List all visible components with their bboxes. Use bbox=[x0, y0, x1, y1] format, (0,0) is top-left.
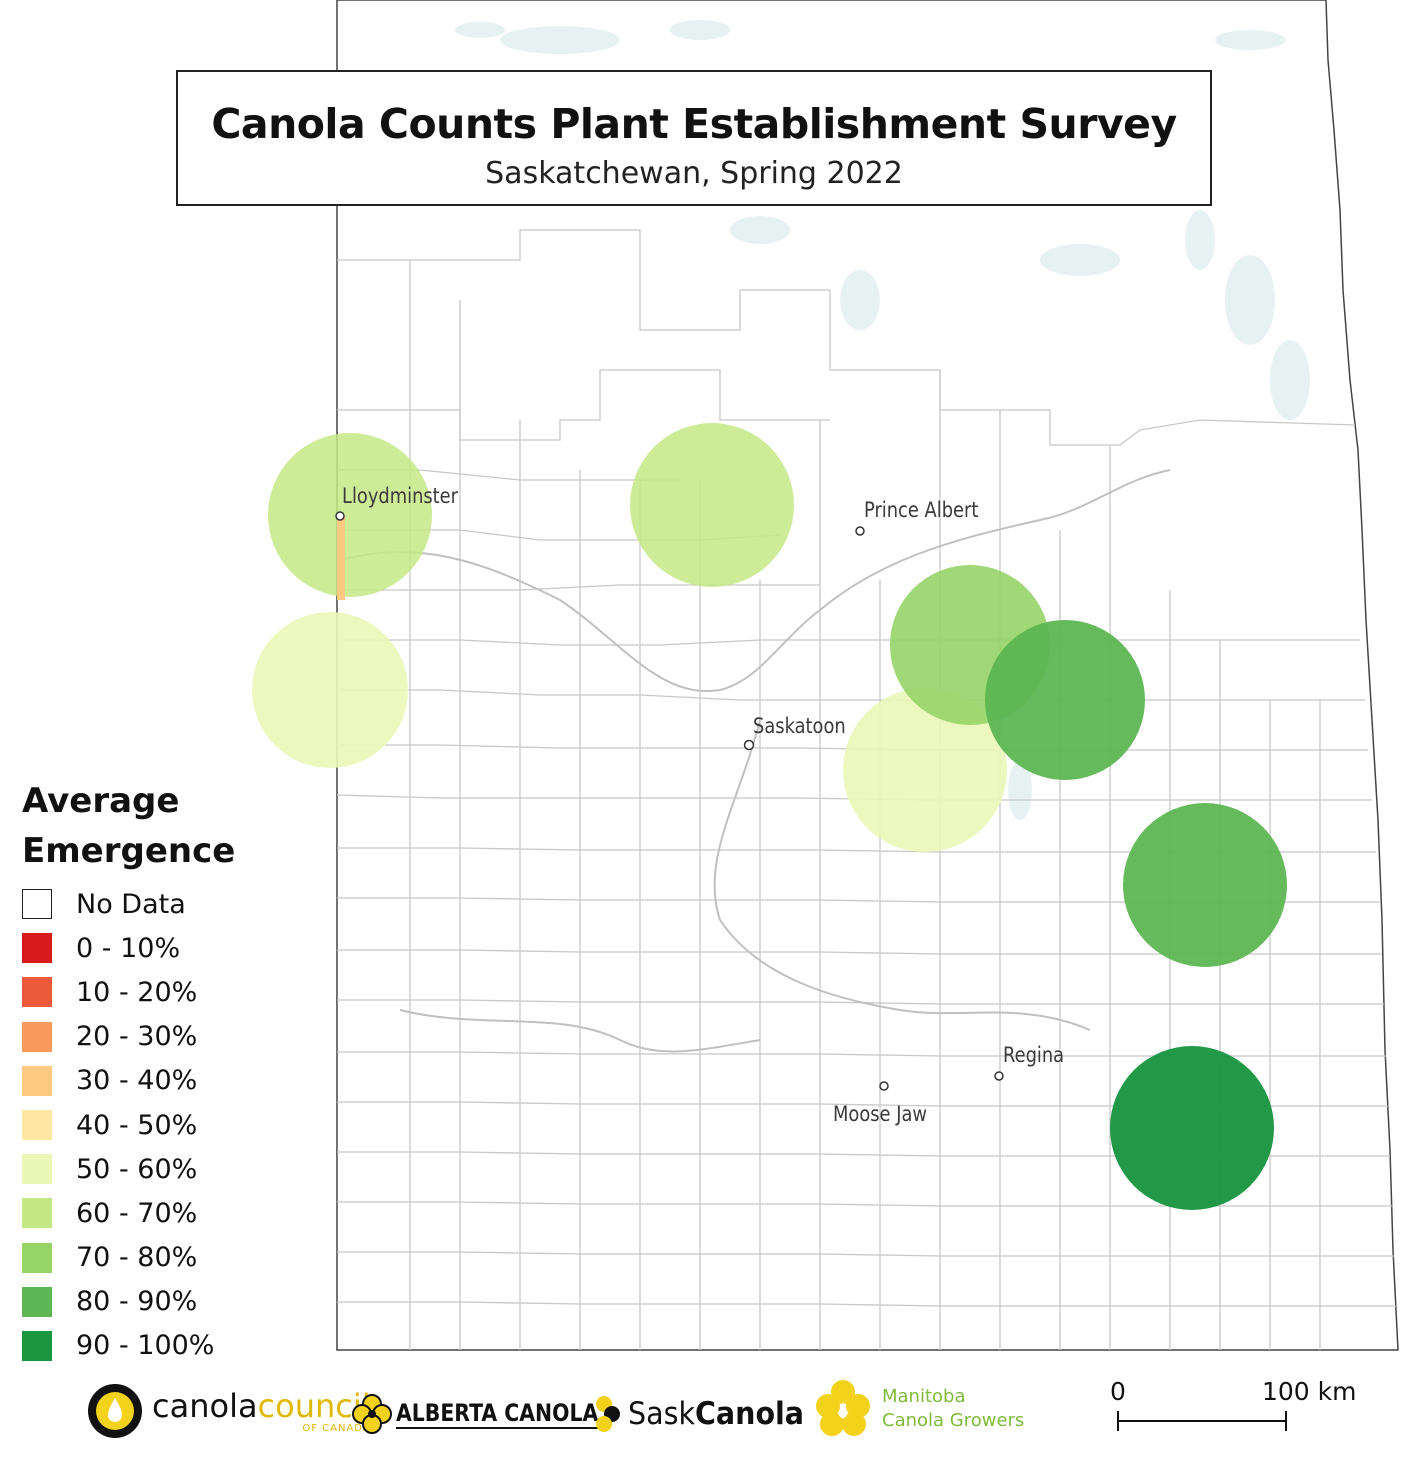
circle-west-south bbox=[252, 612, 408, 768]
circle-humboldt-east bbox=[985, 620, 1145, 780]
legend-swatch bbox=[22, 1242, 52, 1273]
legend-label: 70 - 80% bbox=[76, 1242, 198, 1274]
legend-items: No Data 0 - 10% 10 - 20% 20 - 30% 30 - 40% 40… bbox=[22, 882, 235, 1368]
manitoba-canola-icon bbox=[816, 1380, 870, 1436]
circle-east-saskatoon bbox=[843, 688, 1007, 852]
legend-label: 10 - 20% bbox=[76, 976, 198, 1008]
legend-item: 50 - 60% bbox=[22, 1147, 235, 1191]
city-label-moose-jaw: Moose Jaw bbox=[833, 1102, 928, 1126]
legend-item: 90 - 100% bbox=[22, 1324, 235, 1368]
legend-swatch bbox=[22, 933, 52, 964]
title-box: Canola Counts Plant Establishment Survey… bbox=[176, 70, 1212, 206]
legend-item: 20 - 30% bbox=[22, 1015, 235, 1059]
legend-item: 0 - 10% bbox=[22, 926, 235, 970]
saskatoon-marker bbox=[743, 739, 755, 751]
legend-item: No Data bbox=[22, 882, 235, 926]
legend-item: 70 - 80% bbox=[22, 1236, 235, 1280]
legend-label: 40 - 50% bbox=[76, 1109, 198, 1141]
legend-label: 50 - 60% bbox=[76, 1153, 198, 1185]
scale-start-label: 0 bbox=[1110, 1377, 1126, 1406]
legend-swatch bbox=[22, 1065, 52, 1096]
legend-swatch bbox=[22, 1330, 52, 1361]
canola-council-logo: canolacouncil OF CANADA bbox=[86, 1382, 371, 1440]
circle-north-central bbox=[630, 423, 794, 587]
legend-label: 60 - 70% bbox=[76, 1197, 198, 1229]
legend-swatch bbox=[22, 1198, 52, 1229]
legend: Average Emergence No Data 0 - 10% 10 - 20%… bbox=[22, 776, 235, 1368]
sponsor-logos: canolacouncil OF CANADA ALBERTA CANOLA S… bbox=[86, 1378, 1066, 1448]
city-label-prince-albert: Prince Albert bbox=[864, 498, 979, 522]
legend-swatch bbox=[22, 977, 52, 1008]
legend-label: 90 - 100% bbox=[76, 1330, 215, 1362]
legend-label: 80 - 90% bbox=[76, 1286, 198, 1318]
legend-title: Average Emergence bbox=[22, 781, 236, 871]
city-label-saskatoon: Saskatoon bbox=[753, 714, 846, 738]
west-edge-strip bbox=[337, 515, 345, 600]
legend-swatch bbox=[22, 1154, 52, 1185]
moose-jaw-marker bbox=[879, 1081, 889, 1091]
sask-canola-icon bbox=[596, 1396, 620, 1432]
alberta-canola-icon bbox=[352, 1394, 392, 1434]
lloydminster-marker bbox=[335, 511, 345, 521]
legend-label: 0 - 10% bbox=[76, 932, 181, 964]
scale-end-label: 100 km bbox=[1262, 1377, 1357, 1406]
map-subtitle: Saskatchewan, Spring 2022 bbox=[485, 156, 903, 191]
alberta-canola-logo: ALBERTA CANOLA bbox=[352, 1394, 634, 1434]
legend-label: 20 - 30% bbox=[76, 1021, 198, 1053]
circle-yorkton bbox=[1123, 803, 1287, 967]
legend-label: No Data bbox=[76, 888, 186, 920]
city-label-lloydminster: Lloydminster bbox=[342, 484, 459, 508]
legend-item: 30 - 40% bbox=[22, 1059, 235, 1103]
scale-bar-line bbox=[1117, 1411, 1287, 1431]
legend-label: 30 - 40% bbox=[76, 1065, 198, 1097]
emergence-circles bbox=[252, 423, 1287, 1210]
circle-lloydminster bbox=[268, 433, 432, 597]
scale-bar: 0 100 km bbox=[1100, 1375, 1360, 1445]
legend-item: 60 - 70% bbox=[22, 1191, 235, 1235]
lakes bbox=[455, 20, 1310, 820]
rivers bbox=[339, 469, 1171, 1053]
legend-swatch bbox=[22, 889, 52, 920]
sask-canola-logo: SaskCanola bbox=[594, 1392, 819, 1436]
manitoba-canola-growers-logo: Manitoba Canola Growers bbox=[812, 1378, 1024, 1440]
prince-albert-marker bbox=[855, 526, 865, 536]
circle-southeast bbox=[1110, 1046, 1274, 1210]
legend-swatch bbox=[22, 1286, 52, 1317]
canola-council-icon bbox=[88, 1384, 142, 1438]
legend-swatch bbox=[22, 1021, 52, 1052]
legend-swatch bbox=[22, 1110, 52, 1141]
legend-item: 40 - 50% bbox=[22, 1103, 235, 1147]
map-title: Canola Counts Plant Establishment Survey bbox=[211, 100, 1177, 148]
legend-item: 80 - 90% bbox=[22, 1280, 235, 1324]
city-markers bbox=[335, 511, 1004, 1091]
province-outline bbox=[336, 0, 1399, 1351]
legend-item: 10 - 20% bbox=[22, 970, 235, 1014]
city-label-regina: Regina bbox=[1003, 1043, 1065, 1067]
regina-marker bbox=[994, 1071, 1004, 1081]
